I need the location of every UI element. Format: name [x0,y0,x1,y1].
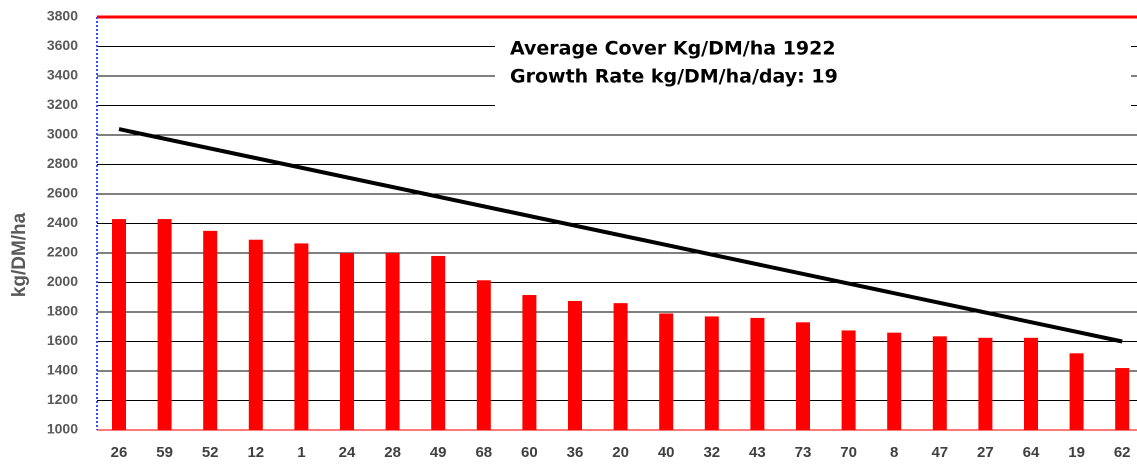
bar [841,330,856,430]
y-tick-label: 3800 [47,8,78,24]
x-tick-label: 47 [931,444,948,461]
y-tick-label: 1400 [47,362,78,378]
x-tick-label: 20 [612,444,629,461]
annotation-box [495,30,1131,112]
y-tick-label: 3600 [47,37,78,53]
bar [112,219,126,430]
annotation: Average Cover Kg/DM/ha 1922 [510,38,836,60]
y-tick-label: 1200 [47,391,78,407]
bar [203,230,218,430]
x-tick-label: 64 [1023,444,1040,461]
y-tick-label: 1600 [47,332,78,348]
bar [385,253,400,430]
x-tick-label: 28 [384,444,401,461]
y-tick-label: 2800 [47,155,78,171]
y-tick-label: 1000 [47,421,78,437]
y-tick-label: 2400 [47,214,78,230]
x-tick-label: 49 [430,444,447,461]
x-tick-label: 68 [475,444,492,461]
y-tick-label: 2600 [47,185,78,201]
bar [1115,368,1130,430]
x-tick-label: 1 [297,444,305,461]
annotation: Growth Rate kg/DM/ha/day: 19 [510,66,838,88]
x-tick-label: 73 [795,444,812,461]
x-tick-label: 62 [1114,444,1131,461]
y-tick-label: 3000 [47,126,78,142]
bar [978,337,993,430]
bar [1024,337,1038,430]
bar [613,303,628,430]
bar [294,243,309,430]
x-tick-label: 32 [703,444,720,461]
x-tick-label: 70 [840,444,857,461]
bar [659,313,674,430]
bar [568,300,582,430]
bar [340,253,354,430]
x-tick-label: 40 [658,444,675,461]
bar [796,322,810,430]
x-tick-label: 36 [567,444,584,461]
bar [887,332,902,430]
y-tick-label: 2000 [47,273,78,289]
bar [522,295,537,430]
x-tick-label: 8 [890,444,898,461]
x-tick-label: 12 [247,444,264,461]
x-tick-label: 52 [202,444,219,461]
bar [1069,353,1084,430]
bar [476,280,491,430]
x-tick-label: 60 [521,444,538,461]
x-tick-label: 43 [749,444,766,461]
bar [248,239,263,430]
bar [157,219,172,430]
x-tick-label: 27 [977,444,994,461]
y-tick-label: 3200 [47,96,78,112]
x-tick-label: 19 [1068,444,1085,461]
bar [932,336,947,430]
y-tick-label: 2200 [47,244,78,260]
y-tick-label: 3400 [47,67,78,83]
y-axis-label: kg/DM/ha [9,212,30,297]
trend-line [118,127,1123,344]
bar [704,316,719,430]
bar [431,255,446,430]
x-tick-label: 26 [111,444,128,461]
bar [750,317,765,430]
x-tick-label: 24 [339,444,356,461]
x-tick-label: 59 [156,444,173,461]
y-tick-label: 1800 [47,303,78,319]
